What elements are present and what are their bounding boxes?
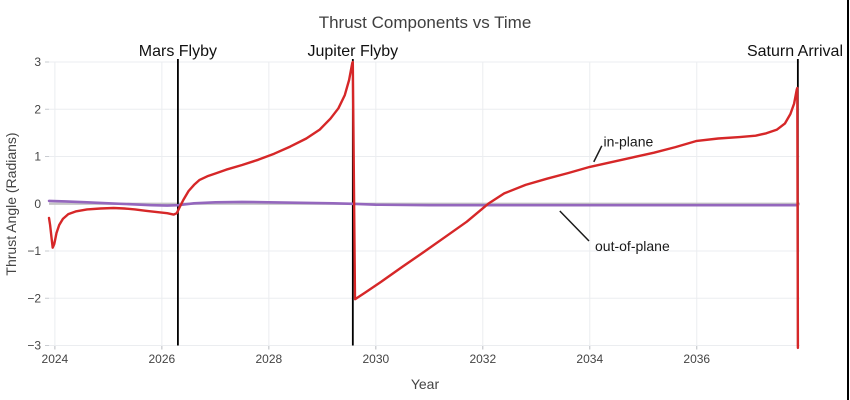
x-axis-title: Year bbox=[410, 376, 440, 392]
event-label-mars-flyby: Mars Flyby bbox=[139, 43, 217, 60]
annotations: in-plane out-of-plane bbox=[559, 134, 670, 254]
window-right-border bbox=[847, 0, 849, 400]
annotation-line-out-of-plane bbox=[559, 210, 590, 242]
event-label-jupiter-flyby: Jupiter Flyby bbox=[307, 43, 398, 60]
x-tick-label: 2034 bbox=[576, 352, 603, 366]
annotation-label-in-plane: in-plane bbox=[603, 134, 653, 150]
event-labels: Mars Flyby Jupiter Flyby Saturn Arrival bbox=[139, 43, 843, 60]
annotation-line-in-plane bbox=[593, 145, 603, 163]
x-tick-label: 2030 bbox=[362, 352, 389, 366]
series-in-plane bbox=[47, 60, 800, 350]
chart-title: Thrust Components vs Time bbox=[318, 13, 532, 32]
x-tick-label: 2028 bbox=[255, 352, 282, 366]
y-tick-label: −2 bbox=[27, 291, 41, 305]
annotation-label-out-of-plane: out-of-plane bbox=[595, 238, 670, 254]
y-tick-label: 3 bbox=[34, 55, 41, 69]
x-tick-label: 2024 bbox=[42, 352, 69, 366]
series-out-of-plane bbox=[47, 199, 800, 207]
series-in-plane-line bbox=[47, 60, 800, 350]
x-tick-label: 2032 bbox=[469, 352, 496, 366]
y-tick-label: 1 bbox=[34, 150, 41, 164]
tick-labels: 2024 2026 2028 2030 2032 2034 2036 −3 −2 −1 0 1 2 3 bbox=[27, 55, 710, 366]
y-tick-label: 2 bbox=[34, 102, 41, 116]
x-tick-label: 2036 bbox=[683, 352, 710, 366]
series-out-of-plane-line bbox=[47, 199, 800, 207]
event-label-saturn-arrival: Saturn Arrival bbox=[747, 43, 843, 60]
y-tick-label: −3 bbox=[27, 339, 41, 353]
y-tick-label: 0 bbox=[34, 197, 41, 211]
y-tick-label: −1 bbox=[27, 244, 41, 258]
x-tick-label: 2026 bbox=[149, 352, 176, 366]
